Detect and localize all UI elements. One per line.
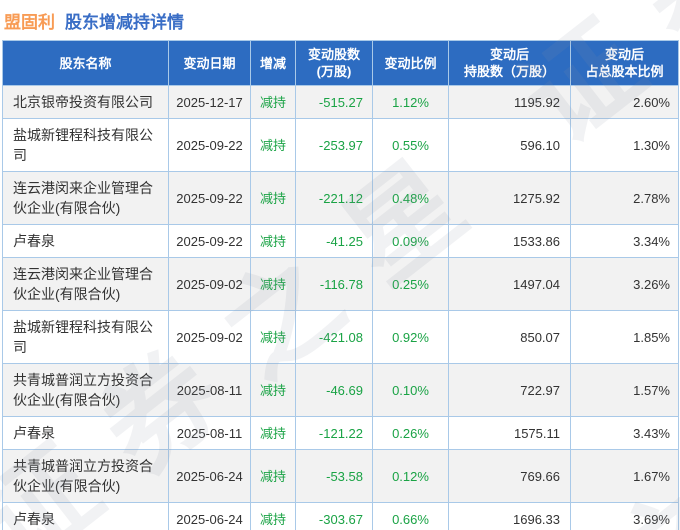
header-shareholder-name: 股东名称 [2,40,169,86]
cell-change-date: 2025-12-17 [168,85,251,119]
cell-change-ratio: 0.09% [372,224,449,258]
cell-ratio-after: 3.34% [570,224,679,258]
cell-action: 减持 [250,171,296,225]
cell-shareholder-name: 共青城普润立方投资合伙企业(有限合伙) [2,449,169,503]
page-title-text: 股东增减持详情 [65,13,184,32]
shareholder-change-table: 股东名称 变动日期 增减 变动股数 (万股) 变动比例 变动后 持股数（万股） … [2,40,679,530]
cell-shares-after: 1275.92 [448,171,571,225]
table-row: 卢春泉 2025-06-24 减持 -303.67 0.66% 1696.33 3.69% [2,502,679,530]
cell-ratio-after: 1.67% [570,449,679,503]
cell-action: 减持 [250,257,296,311]
header-ratio-after: 变动后 占总股本比例 [570,40,679,86]
cell-ratio-after: 2.78% [570,171,679,225]
cell-change-ratio: 0.26% [372,416,449,450]
cell-change-shares: -253.97 [295,118,373,172]
table-body: 北京银帝投资有限公司 2025-12-17 减持 -515.27 1.12% 1195.9… [2,85,679,530]
cell-action: 减持 [250,118,296,172]
cell-shareholder-name: 连云港闵来企业管理合伙企业(有限合伙) [2,257,169,311]
cell-change-ratio: 1.12% [372,85,449,119]
cell-shares-after: 1195.92 [448,85,571,119]
cell-action: 减持 [250,85,296,119]
cell-change-date: 2025-06-24 [168,502,251,530]
table-row: 盐城新锂程科技有限公司 2025-09-02 减持 -421.08 0.92% 850.0… [2,310,679,364]
cell-shareholder-name: 盐城新锂程科技有限公司 [2,118,169,172]
cell-shares-after: 1696.33 [448,502,571,530]
cell-change-ratio: 0.10% [372,363,449,417]
cell-action: 减持 [250,502,296,530]
cell-change-date: 2025-09-22 [168,118,251,172]
table-row: 卢春泉 2025-09-22 减持 -41.25 0.09% 1533.86 3.34% [2,224,679,258]
cell-shares-after: 769.66 [448,449,571,503]
table-row: 盐城新锂程科技有限公司 2025-09-22 减持 -253.97 0.55% 596.1… [2,118,679,172]
cell-change-ratio: 0.48% [372,171,449,225]
cell-change-ratio: 0.92% [372,310,449,364]
cell-change-date: 2025-09-02 [168,257,251,311]
cell-ratio-after: 1.85% [570,310,679,364]
header-shares-after: 变动后 持股数（万股） [448,40,571,86]
cell-shareholder-name: 卢春泉 [2,416,169,450]
cell-change-shares: -221.12 [295,171,373,225]
cell-shares-after: 850.07 [448,310,571,364]
table-row: 共青城普润立方投资合伙企业(有限合伙) 2025-08-11 减持 -46.69 0.1… [2,363,679,417]
header-change-ratio: 变动比例 [372,40,449,86]
cell-action: 减持 [250,363,296,417]
cell-shareholder-name: 卢春泉 [2,224,169,258]
cell-shares-after: 1497.04 [448,257,571,311]
cell-shares-after: 1533.86 [448,224,571,258]
cell-change-date: 2025-06-24 [168,449,251,503]
header-action: 增减 [250,40,296,86]
header-change-shares: 变动股数 (万股) [295,40,373,86]
cell-change-date: 2025-08-11 [168,363,251,417]
cell-shareholder-name: 北京银帝投资有限公司 [2,85,169,119]
cell-ratio-after: 3.69% [570,502,679,530]
cell-shareholder-name: 盐城新锂程科技有限公司 [2,310,169,364]
table-header: 股东名称 变动日期 增减 变动股数 (万股) 变动比例 变动后 持股数（万股） … [2,40,679,86]
cell-shareholder-name: 卢春泉 [2,502,169,530]
cell-change-ratio: 0.55% [372,118,449,172]
cell-change-shares: -303.67 [295,502,373,530]
table-row: 共青城普润立方投资合伙企业(有限合伙) 2025-06-24 减持 -53.58 0.1… [2,449,679,503]
cell-change-shares: -421.08 [295,310,373,364]
cell-action: 减持 [250,224,296,258]
cell-shares-after: 1575.11 [448,416,571,450]
table-row: 卢春泉 2025-08-11 减持 -121.22 0.26% 1575.11 3.43% [2,416,679,450]
cell-ratio-after: 2.60% [570,85,679,119]
header-change-date: 变动日期 [168,40,251,86]
cell-change-date: 2025-09-22 [168,171,251,225]
cell-change-date: 2025-08-11 [168,416,251,450]
cell-ratio-after: 1.30% [570,118,679,172]
cell-shares-after: 722.97 [448,363,571,417]
cell-change-shares: -41.25 [295,224,373,258]
cell-change-date: 2025-09-22 [168,224,251,258]
cell-change-ratio: 0.25% [372,257,449,311]
cell-change-shares: -515.27 [295,85,373,119]
cell-ratio-after: 3.43% [570,416,679,450]
cell-change-shares: -121.22 [295,416,373,450]
cell-ratio-after: 1.57% [570,363,679,417]
cell-shares-after: 596.10 [448,118,571,172]
cell-change-shares: -46.69 [295,363,373,417]
cell-change-ratio: 0.12% [372,449,449,503]
cell-change-ratio: 0.66% [372,502,449,530]
cell-shareholder-name: 连云港闵来企业管理合伙企业(有限合伙) [2,171,169,225]
cell-action: 减持 [250,416,296,450]
table-row: 连云港闵来企业管理合伙企业(有限合伙) 2025-09-02 减持 -116.78 0.… [2,257,679,311]
table-row: 连云港闵来企业管理合伙企业(有限合伙) 2025-09-22 减持 -221.12 0.… [2,171,679,225]
cell-change-shares: -116.78 [295,257,373,311]
table-row: 北京银帝投资有限公司 2025-12-17 减持 -515.27 1.12% 1195.9… [2,85,679,119]
page-title: 盟固利 股东增减持详情 [0,0,680,40]
cell-change-shares: -53.58 [295,449,373,503]
cell-ratio-after: 3.26% [570,257,679,311]
cell-change-date: 2025-09-02 [168,310,251,364]
stock-name: 盟固利 [4,13,55,32]
cell-action: 减持 [250,449,296,503]
cell-shareholder-name: 共青城普润立方投资合伙企业(有限合伙) [2,363,169,417]
cell-action: 减持 [250,310,296,364]
